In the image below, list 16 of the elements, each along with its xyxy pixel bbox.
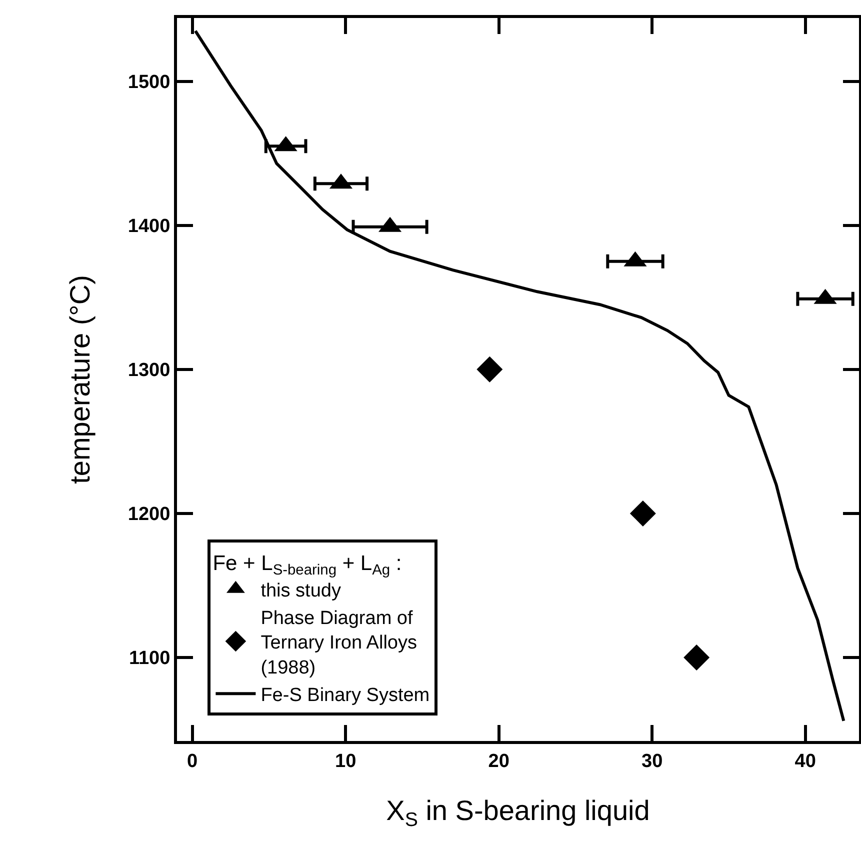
x-axis-title: X$_{S}$ in S-bearing liquid — [386, 794, 650, 831]
y-tick-label: 1200 — [128, 504, 170, 526]
x-tick-label: 20 — [488, 750, 510, 772]
legend-title: Fe + L$_{S-bearing}$ + L$_{Ag}$ : — [212, 552, 402, 578]
x-tick-label: 0 — [187, 750, 198, 772]
y-tick-label: 1300 — [128, 360, 170, 382]
y-axis-title: temperature (°C) — [64, 275, 96, 484]
legend-label: this study — [260, 580, 342, 602]
y-tick-label: 1500 — [128, 72, 170, 94]
legend-label: Phase Diagram of Ternary Iron Alloys (1988) — [260, 608, 417, 678]
y-tick-label: 1400 — [128, 216, 170, 238]
x-tick-label: 30 — [642, 750, 663, 772]
y-tick-label: 1100 — [128, 648, 170, 670]
legend-label: Fe-S Binary System — [260, 685, 430, 706]
x-tick-label: 40 — [794, 750, 816, 772]
x-tick-label: 10 — [335, 750, 356, 772]
